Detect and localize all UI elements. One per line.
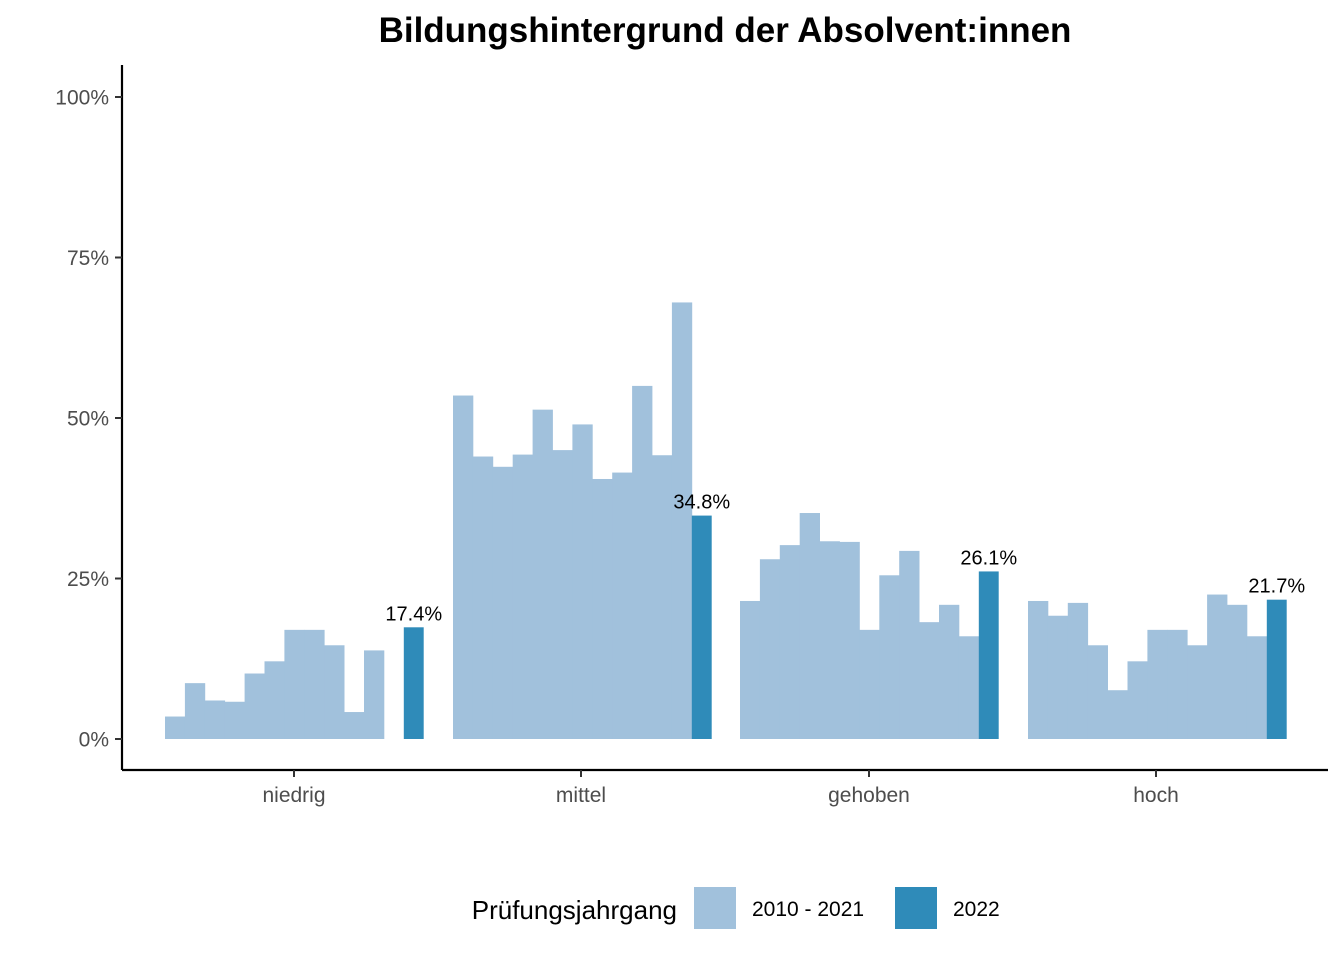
bar-2010-2021-gehoben <box>779 545 801 739</box>
bar-2010-2021-gehoben <box>899 550 920 739</box>
bar-2010-2021-mittel <box>632 385 653 739</box>
bar-2010-2021-gehoben <box>939 604 960 739</box>
legend: Prüfungsjahrgang 2010 - 2021 2022 <box>472 887 1000 929</box>
bar-2010-2021-mittel <box>512 454 533 739</box>
bar-2022-mittel <box>691 515 712 739</box>
bar-2010-2021-mittel <box>472 456 494 739</box>
bar-2010-2021-hoch <box>1047 615 1069 739</box>
legend-label-2022: 2022 <box>953 898 1000 921</box>
legend-swatch-2022 <box>895 887 937 929</box>
bar-2022-hoch <box>1266 599 1287 739</box>
bar-2010-2021-mittel <box>532 409 553 739</box>
bar-2010-2021-hoch <box>1107 690 1128 739</box>
bar-2010-2021-gehoben <box>740 600 761 739</box>
bar-2022-niedrig <box>403 627 424 739</box>
bar-2010-2021-gehoben <box>839 541 860 739</box>
bar-2010-2021-niedrig <box>284 629 305 739</box>
bar-2010-2021-niedrig <box>204 700 226 739</box>
bar-2010-2021-mittel <box>492 466 514 739</box>
bar-2010-2021-hoch <box>1207 594 1228 739</box>
bar-2010-2021-gehoben <box>759 559 781 739</box>
bar-2010-2021-hoch <box>1246 636 1268 739</box>
data-label-2022-gehoben: 26.1% <box>960 547 1017 569</box>
legend-label-2010-2021: 2010 - 2021 <box>752 898 864 921</box>
bar-2010-2021-niedrig <box>344 712 365 739</box>
bar-2010-2021-hoch <box>1087 645 1108 739</box>
legend-title: Prüfungsjahrgang <box>472 895 677 925</box>
y-tick-label: 50% <box>67 408 109 431</box>
bar-2010-2021-hoch <box>1187 645 1208 739</box>
bar-2010-2021-niedrig <box>184 683 206 739</box>
bar-2022-gehoben <box>978 571 999 739</box>
bar-2010-2021-gehoben <box>958 636 980 739</box>
bar-2010-2021-gehoben <box>919 622 940 739</box>
data-label-2022-mittel: 34.8% <box>673 492 730 514</box>
bar-2010-2021-hoch <box>1147 629 1168 739</box>
y-tick-label: 75% <box>67 247 109 270</box>
bar-2010-2021-niedrig <box>364 650 385 739</box>
bar-2010-2021-mittel <box>453 395 474 739</box>
data-label-2022-niedrig: 17.4% <box>385 603 442 625</box>
bar-2010-2021-hoch <box>1227 604 1248 739</box>
bar-2010-2021-gehoben <box>819 541 840 739</box>
bar-2010-2021-niedrig <box>224 701 245 739</box>
data-label-2022-hoch: 21.7% <box>1248 576 1305 598</box>
bar-2010-2021-mittel <box>552 450 573 739</box>
y-tick-label: 25% <box>67 568 109 591</box>
y-tick-label: 100% <box>55 87 109 110</box>
bar-2010-2021-mittel <box>592 478 613 739</box>
bar-2010-2021-niedrig <box>165 716 186 739</box>
x-tick-label-mittel: mittel <box>556 784 606 807</box>
bar-2010-2021-hoch <box>1127 661 1148 739</box>
bar-2010-2021-niedrig <box>264 661 285 739</box>
plot-area: 0% 25% 50% 75% 100% 17.4% niedrig 34.8% mittel 26… <box>55 65 1328 807</box>
bar-2010-2021-hoch <box>1028 600 1049 739</box>
bar-2010-2021-hoch <box>1067 602 1089 739</box>
bar-2010-2021-niedrig <box>324 645 345 739</box>
bar-2010-2021-gehoben <box>799 513 820 739</box>
bar-2010-2021-gehoben <box>859 629 880 739</box>
bar-2010-2021-gehoben <box>879 575 900 739</box>
bar-2010-2021-mittel <box>652 455 673 739</box>
x-tick-label-gehoben: gehoben <box>828 784 910 807</box>
bar-2010-2021-mittel <box>612 472 633 739</box>
bar-2010-2021-hoch <box>1167 629 1188 739</box>
x-tick-label-niedrig: niedrig <box>262 784 325 807</box>
y-tick-label: 0% <box>79 729 109 752</box>
x-tick-label-hoch: hoch <box>1133 784 1179 807</box>
bar-2010-2021-mittel <box>671 302 693 739</box>
chart-title: Bildungshintergrund der Absolvent:innen <box>379 11 1072 50</box>
bar-2010-2021-niedrig <box>304 629 325 739</box>
bar-2010-2021-niedrig <box>244 673 265 739</box>
bar-2010-2021-mittel <box>572 424 593 739</box>
legend-swatch-2010-2021 <box>694 887 736 929</box>
